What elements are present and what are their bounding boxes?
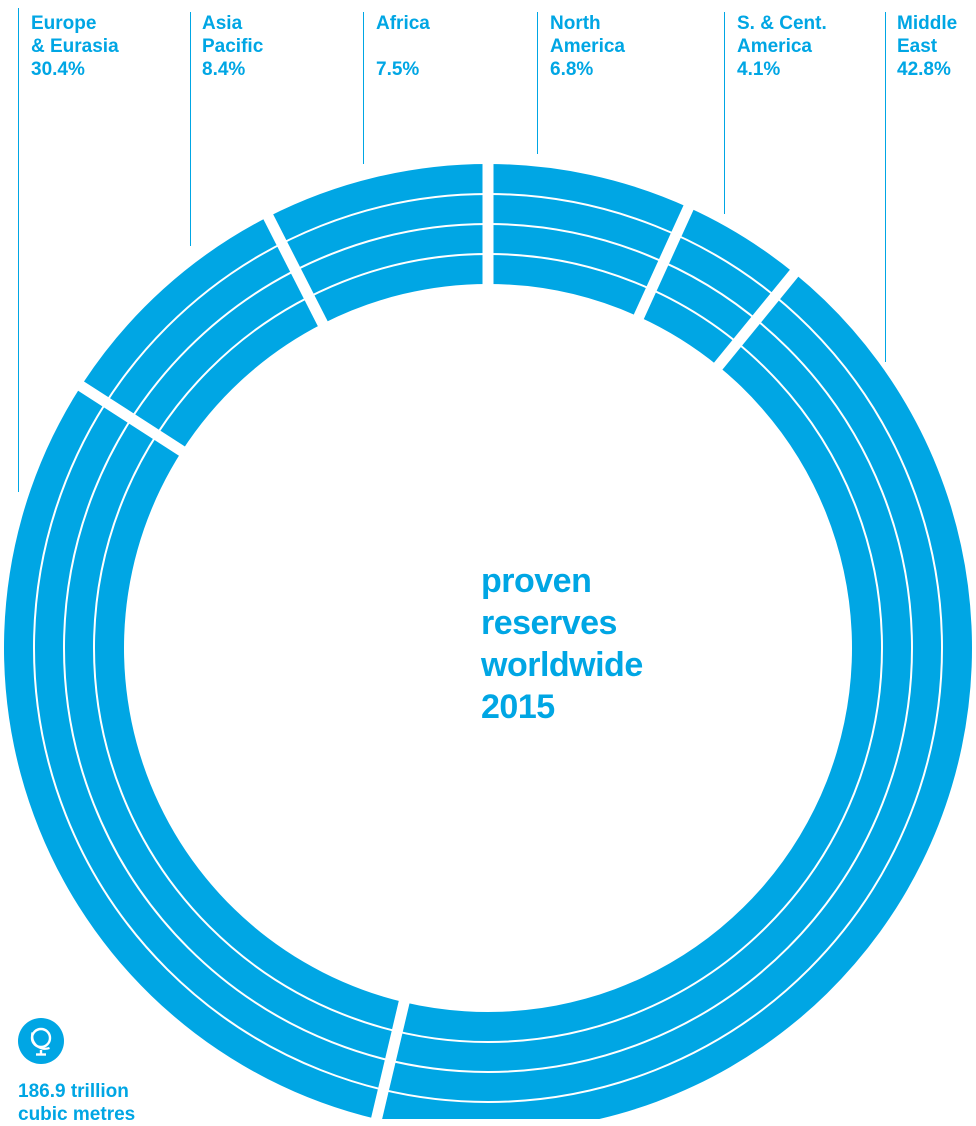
total-reserves-note: 186.9 trillion cubic metres bbox=[18, 1080, 135, 1126]
leader-line-europe-eurasia bbox=[18, 8, 19, 492]
total-reserves-line2: cubic metres bbox=[18, 1104, 136, 1125]
label-middle-east-value: 42.8% bbox=[897, 59, 951, 80]
leader-line-north-america bbox=[537, 12, 538, 154]
label-africa: Africa 7.5% bbox=[376, 12, 430, 81]
label-europe-eurasia: Europe & Eurasia 30.4% bbox=[31, 12, 119, 81]
label-north-america-line1: North bbox=[550, 13, 601, 34]
donut-slice-s-cent-america bbox=[638, 207, 795, 367]
leader-line-south-central-america bbox=[724, 12, 725, 214]
slice-gap bbox=[711, 266, 801, 373]
label-europe-eurasia-value: 30.4% bbox=[31, 59, 85, 80]
label-south-central-america-line2: America bbox=[737, 36, 812, 57]
donut-slice-middle-east bbox=[376, 273, 972, 1119]
globe-icon bbox=[18, 1018, 64, 1064]
donut-slice-north-america bbox=[488, 164, 689, 317]
label-middle-east-line1: Middle bbox=[897, 13, 958, 34]
label-asia-pacific-value: 8.4% bbox=[202, 59, 246, 80]
label-africa-value: 7.5% bbox=[376, 59, 420, 80]
label-south-central-america-line1: S. & Cent. bbox=[737, 13, 827, 34]
label-north-america: North America 6.8% bbox=[550, 12, 625, 81]
label-asia-pacific: Asia Pacific 8.4% bbox=[202, 12, 263, 81]
label-africa-line2 bbox=[376, 35, 430, 58]
label-europe-eurasia-line1: Europe bbox=[31, 13, 97, 34]
center-title-line4: 2015 bbox=[481, 688, 555, 726]
center-title-line2: reserves bbox=[481, 604, 617, 642]
total-reserves-line1: 186.9 trillion bbox=[18, 1081, 129, 1102]
label-north-america-value: 6.8% bbox=[550, 59, 594, 80]
label-asia-pacific-line2: Pacific bbox=[202, 36, 264, 57]
center-title-line3: worldwide bbox=[481, 646, 643, 684]
label-europe-eurasia-line2: & Eurasia bbox=[31, 36, 119, 57]
slice-gap bbox=[370, 997, 411, 1119]
leader-line-africa bbox=[363, 12, 364, 164]
label-asia-pacific-line1: Asia bbox=[202, 13, 243, 34]
slice-gap bbox=[632, 201, 696, 323]
label-middle-east-line2: East bbox=[897, 36, 938, 57]
label-north-america-line2: America bbox=[550, 36, 625, 57]
slice-gap bbox=[261, 210, 330, 330]
label-south-central-america-value: 4.1% bbox=[737, 59, 781, 80]
label-middle-east: Middle East 42.8% bbox=[897, 12, 957, 81]
leader-line-asia-pacific bbox=[190, 12, 191, 246]
leader-line-middle-east bbox=[885, 12, 886, 362]
slice-gap bbox=[74, 379, 189, 458]
center-title: proven reserves worldwide 2015 bbox=[481, 560, 643, 728]
label-south-central-america: S. & Cent. America 4.1% bbox=[737, 12, 827, 81]
center-title-line1: proven bbox=[481, 562, 592, 600]
label-africa-line1: Africa bbox=[376, 13, 430, 34]
donut-slice-europe-eurasia bbox=[3, 386, 405, 1119]
donut-slice-africa bbox=[268, 164, 488, 324]
